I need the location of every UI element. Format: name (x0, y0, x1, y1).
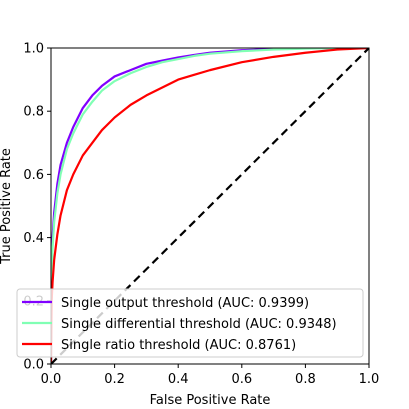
legend: Single output threshold (AUC: 0.9399) Sin… (16, 288, 364, 358)
legend-box (16, 288, 364, 358)
y-tick-label: 0.4 (23, 231, 44, 246)
series-line-3 (51, 48, 369, 364)
y-tick-label: 0.0 (23, 358, 44, 373)
x-tick-label: 0.4 (168, 372, 189, 387)
legend-label-2: Single differential threshold (AUC: 0.93… (61, 317, 337, 332)
plot-frame (50, 47, 370, 365)
legend-label-3: Single ratio threshold (AUC: 0.8761) (61, 338, 296, 353)
plot-area (51, 48, 369, 364)
x-tick-label: 1.0 (359, 372, 380, 387)
x-axis-label: False Positive Rate (150, 393, 271, 408)
y-tick-label: 1.0 (23, 42, 44, 57)
y-tick-label: 0.6 (23, 168, 44, 183)
y-axis-label: True Positive Rate (0, 148, 14, 265)
x-tick-label: 0.0 (41, 372, 62, 387)
x-tick-label: 0.6 (231, 372, 252, 387)
y-tick-label: 0.8 (23, 105, 44, 120)
x-axis-ticks: 0.0 0.2 0.4 0.6 0.8 1.0 (41, 364, 380, 387)
series-line-2 (51, 48, 369, 364)
legend-label-1: Single output threshold (AUC: 0.9399) (61, 296, 309, 311)
reference-diagonal-line (51, 48, 369, 364)
x-tick-label: 0.8 (295, 372, 316, 387)
x-tick-label: 0.2 (104, 372, 125, 387)
